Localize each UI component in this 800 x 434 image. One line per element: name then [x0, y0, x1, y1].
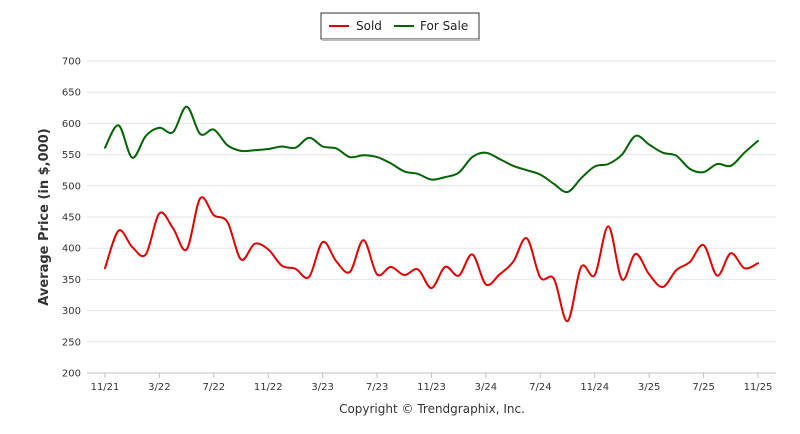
- x-tick-label: 11/25: [744, 382, 773, 393]
- x-tick-label: 11/21: [91, 382, 120, 393]
- x-tick-label: 11/22: [254, 382, 283, 393]
- gridlines: [87, 60, 776, 374]
- x-tick-label: 7/25: [692, 382, 714, 393]
- y-tick-label: 300: [62, 306, 81, 317]
- x-tick-label: 7/24: [529, 382, 551, 393]
- y-tick-label: 350: [62, 275, 81, 286]
- legend-shadow: [322, 39, 480, 41]
- x-tick-label: 11/23: [417, 382, 446, 393]
- y-tick-label: 650: [62, 88, 81, 99]
- x-tick-label: 3/24: [475, 382, 497, 393]
- y-axis: 200 250 300 350 400 450 500 550 600 650 700: [62, 57, 81, 380]
- y-tick-label: 700: [62, 57, 81, 68]
- series-line-sold: [104, 196, 759, 323]
- copyright-text: Copyright © Trendgraphix, Inc.: [339, 402, 525, 416]
- y-tick-label: 600: [62, 119, 81, 130]
- series-line-for-sale: [104, 105, 759, 194]
- legend-sold-label[interactable]: Sold: [356, 19, 382, 33]
- x-tick-label: 11/24: [580, 382, 609, 393]
- x-tick-label: 3/22: [148, 382, 170, 393]
- y-axis-title: Average Price (in $,000): [37, 128, 52, 305]
- x-tick-label: 3/25: [638, 382, 660, 393]
- y-tick-label: 200: [62, 369, 81, 380]
- y-tick-label: 400: [62, 244, 81, 255]
- series-lines: [104, 105, 759, 323]
- legend-for-sale-label[interactable]: For Sale: [420, 19, 468, 33]
- legend[interactable]: Sold For Sale: [320, 12, 480, 41]
- x-tick-label: 7/23: [366, 382, 388, 393]
- x-tick-label: 7/22: [203, 382, 225, 393]
- x-axis: 11/21 3/22 7/22 11/22 3/23 7/23 11/23 3/24 7/24 1…: [91, 373, 773, 393]
- y-tick-label: 500: [62, 181, 81, 192]
- y-tick-label: 450: [62, 213, 81, 224]
- y-tick-label: 550: [62, 150, 81, 161]
- y-tick-label: 250: [62, 337, 81, 348]
- x-tick-label: 3/23: [311, 382, 333, 393]
